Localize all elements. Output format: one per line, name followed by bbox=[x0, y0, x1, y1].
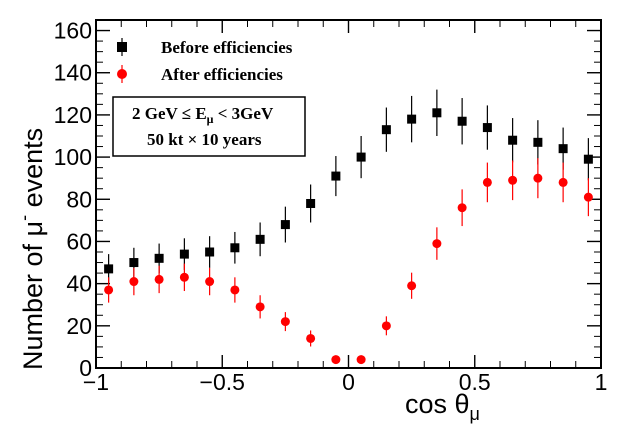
data-point bbox=[179, 272, 189, 282]
annotation-line1-b: < 3GeV bbox=[213, 104, 273, 123]
data-point bbox=[154, 274, 164, 284]
data-point bbox=[432, 239, 442, 249]
data-point bbox=[205, 247, 215, 257]
data-point bbox=[306, 198, 316, 208]
y-tick-label: 160 bbox=[54, 18, 92, 44]
data-point bbox=[407, 114, 417, 124]
annotation-line1-sub: μ bbox=[207, 112, 214, 126]
data-point bbox=[154, 253, 164, 263]
data-point bbox=[104, 285, 114, 295]
legend-before-label: Before efficiencies bbox=[161, 38, 293, 57]
data-point bbox=[558, 144, 568, 154]
data-point bbox=[179, 249, 189, 259]
data-point bbox=[583, 192, 593, 202]
data-point bbox=[356, 152, 366, 162]
legend-before-marker bbox=[117, 42, 127, 52]
data-point bbox=[381, 321, 391, 331]
series-after bbox=[104, 158, 593, 365]
x-tick-label: 1 bbox=[595, 369, 608, 395]
data-point bbox=[508, 135, 518, 145]
data-point bbox=[306, 333, 316, 343]
y-axis-title-main: Number of μ bbox=[18, 221, 48, 370]
x-tick-label: 0.5 bbox=[459, 369, 491, 395]
axis-tick-labels: −1 −0.5 0 0.5 1 0 20 40 60 80 100 120 140 160 bbox=[54, 18, 608, 395]
data-point bbox=[230, 285, 240, 295]
data-point bbox=[255, 302, 265, 312]
data-point bbox=[533, 137, 543, 147]
x-tick-label: 0 bbox=[342, 369, 355, 395]
y-axis-title-sup: - bbox=[14, 215, 34, 221]
x-axis-title-sub: μ bbox=[470, 404, 480, 424]
data-point bbox=[457, 203, 467, 213]
data-point bbox=[104, 264, 114, 274]
data-point bbox=[129, 258, 139, 268]
y-tick-label: 40 bbox=[66, 271, 92, 297]
y-axis-title: Number of μ- events bbox=[14, 128, 48, 370]
data-point bbox=[558, 177, 568, 187]
x-tick-label: −0.5 bbox=[200, 369, 245, 395]
annotation-line1-a: 2 GeV ≤ E bbox=[132, 104, 207, 123]
y-tick-label: 60 bbox=[66, 228, 92, 254]
data-point bbox=[280, 317, 290, 327]
data-point bbox=[129, 277, 139, 287]
data-point bbox=[407, 281, 417, 291]
data-point bbox=[331, 355, 341, 365]
data-point bbox=[533, 173, 543, 183]
x-axis-title-main: cos θ bbox=[405, 389, 470, 419]
data-point bbox=[205, 277, 215, 287]
data-point bbox=[255, 234, 265, 244]
annotation-line2: 50 kt × 10 years bbox=[147, 130, 262, 149]
y-tick-label: 20 bbox=[66, 313, 92, 339]
annotation-box: 2 GeV ≤ Eμ < 3GeV 50 kt × 10 years bbox=[112, 96, 306, 157]
series-layer bbox=[104, 89, 593, 365]
data-point bbox=[508, 175, 518, 185]
y-tick-label: 80 bbox=[66, 186, 92, 212]
legend: Before efficiencies After efficiencies bbox=[117, 38, 293, 84]
y-tick-label: 0 bbox=[79, 355, 92, 381]
data-point bbox=[583, 154, 593, 164]
annotation-line1: 2 GeV ≤ Eμ < 3GeV bbox=[132, 104, 274, 126]
data-point bbox=[482, 123, 492, 133]
data-point bbox=[457, 116, 467, 126]
annotation-frame bbox=[112, 96, 306, 157]
data-point bbox=[280, 220, 290, 230]
data-point bbox=[356, 355, 366, 365]
axis-ticks bbox=[95, 19, 602, 369]
legend-after-marker bbox=[117, 69, 127, 79]
x-tick-label: −1 bbox=[83, 369, 109, 395]
y-tick-label: 100 bbox=[54, 144, 92, 170]
data-point bbox=[482, 177, 492, 187]
legend-after-label: After efficiencies bbox=[161, 65, 283, 84]
y-tick-label: 140 bbox=[54, 60, 92, 86]
data-point bbox=[381, 125, 391, 135]
data-point bbox=[331, 171, 341, 181]
y-axis-title-tail: events bbox=[18, 128, 48, 215]
data-point bbox=[432, 108, 442, 118]
data-point bbox=[230, 243, 240, 253]
y-tick-label: 120 bbox=[54, 102, 92, 128]
x-axis-title: cos θμ bbox=[405, 389, 480, 424]
